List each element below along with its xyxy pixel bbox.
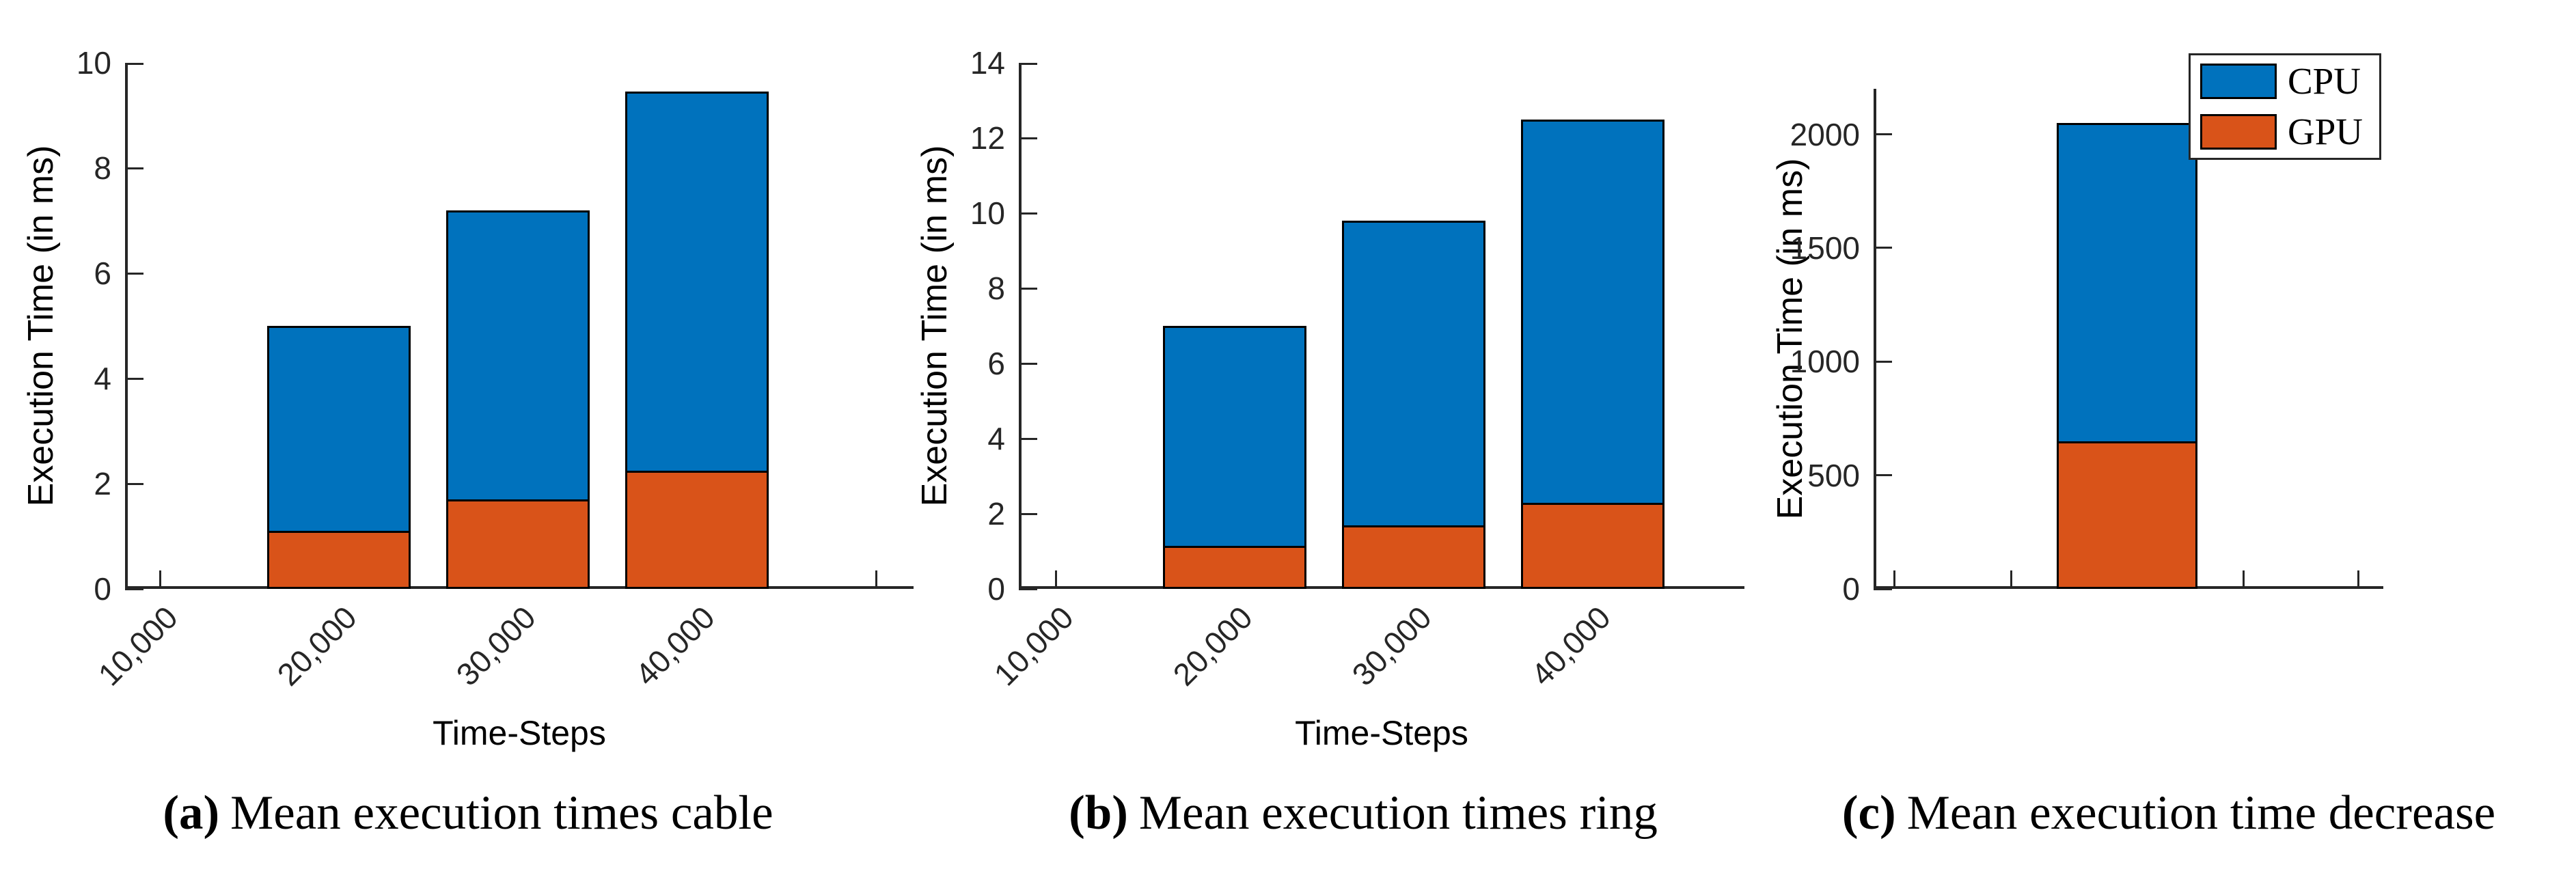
chart-c-y-axis-label: Execution Time (in ms) — [1770, 158, 1810, 520]
y-tick-mark — [1019, 212, 1037, 215]
legend-label-cpu: CPU — [2288, 60, 2361, 102]
x-tick-mark — [2242, 570, 2245, 589]
bar-segment-gpu — [1163, 545, 1306, 589]
y-tick-label: 2 — [987, 496, 1005, 532]
bar-segment-cpu — [2057, 122, 2197, 441]
caption-b-label: (b) — [1069, 786, 1128, 840]
caption-c: (c) Mean execution time decrease — [1842, 786, 2495, 841]
bar-segment-cpu — [267, 326, 411, 532]
bar-segment-gpu — [1342, 525, 1485, 589]
x-tick-label: 40,000 — [628, 599, 722, 693]
chart-c-plot-area: 0 500 1000 1500 2000 — [1790, 89, 2383, 607]
caption-c-label: (c) — [1841, 786, 1896, 840]
x-tick-mark — [1893, 570, 1895, 589]
chart-a-x-axis-label: Time-Steps — [433, 714, 606, 752]
y-tick-mark — [1019, 362, 1037, 365]
x-tick-label: 20,000 — [1166, 599, 1260, 693]
bar-segment-cpu — [446, 210, 590, 500]
caption-a-label: (a) — [163, 786, 220, 840]
y-tick-mark — [125, 377, 143, 380]
bar-segment-gpu — [2057, 441, 2197, 589]
y-tick-mark — [125, 167, 143, 169]
y-tick-mark — [125, 588, 143, 590]
y-tick-label: 4 — [987, 421, 1005, 456]
bar-segment-cpu — [1342, 221, 1485, 525]
chart-a-plot-area: 0 2 4 6 8 10 10,000 20,000 30,000 40,000 — [77, 45, 914, 693]
chart-a-y-axis-label: Execution Time (in ms) — [21, 145, 61, 507]
y-tick-label: 10 — [76, 45, 111, 81]
x-tick-mark — [2010, 570, 2012, 589]
bar-segment-cpu — [1163, 326, 1306, 546]
y-tick-mark — [1874, 360, 1892, 363]
y-axis-line — [125, 63, 128, 589]
legend-label-gpu: GPU — [2288, 111, 2363, 152]
chart-b-plot-area: 0 2 4 6 8 10 12 14 10,000 20,000 30,000 40,000 — [970, 45, 1744, 693]
chart-b-x-axis-label: Time-Steps — [1295, 714, 1468, 752]
bar-segment-gpu — [267, 531, 411, 589]
caption-a-text: Mean execution times cable — [230, 786, 773, 840]
chart-b-y-axis-label: Execution Time (in ms) — [915, 145, 955, 507]
bar-segment-gpu — [446, 499, 590, 589]
y-tick-label: 12 — [970, 120, 1005, 156]
y-tick-label: 14 — [970, 45, 1005, 81]
y-tick-mark — [1019, 287, 1037, 290]
x-tick-label: 20,000 — [270, 599, 364, 693]
y-tick-label: 0 — [1842, 571, 1860, 607]
y-tick-label: 6 — [987, 346, 1005, 381]
y-tick-label: 2000 — [1790, 116, 1860, 152]
x-tick-label: 10,000 — [987, 599, 1081, 693]
caption-b-text: Mean execution times ring — [1138, 786, 1658, 840]
y-tick-mark — [1874, 247, 1892, 249]
y-tick-mark — [1019, 588, 1037, 590]
bar-segment-gpu — [1521, 502, 1664, 589]
caption-b: (b) Mean execution times ring — [1069, 786, 1658, 841]
gpu-color-swatch — [2200, 114, 2277, 150]
y-tick-mark — [1019, 137, 1037, 139]
y-tick-label: 0 — [987, 571, 1005, 607]
y-tick-mark — [1874, 474, 1892, 477]
y-tick-label: 500 — [1807, 457, 1860, 493]
x-tick-mark — [2357, 570, 2359, 589]
y-tick-mark — [1019, 63, 1037, 65]
bar-segment-cpu — [1521, 119, 1664, 503]
y-tick-label: 0 — [94, 571, 111, 607]
x-tick-mark — [1054, 570, 1057, 589]
x-tick-label: 40,000 — [1524, 599, 1618, 693]
y-axis-line — [1019, 63, 1022, 589]
caption-c-text: Mean execution time decrease — [1906, 786, 2496, 840]
y-tick-label: 10 — [970, 195, 1005, 231]
y-tick-label: 8 — [987, 271, 1005, 306]
y-tick-label: 1000 — [1790, 344, 1860, 380]
cpu-color-swatch — [2200, 64, 2277, 99]
x-tick-mark — [875, 570, 877, 589]
y-tick-mark — [1019, 512, 1037, 515]
legend-item-gpu: GPU — [2200, 111, 2370, 152]
bar-segment-gpu — [625, 470, 769, 589]
y-tick-mark — [1874, 133, 1892, 136]
y-tick-label: 2 — [94, 466, 111, 501]
y-tick-label: 8 — [94, 150, 111, 186]
x-tick-mark — [159, 570, 161, 589]
x-tick-label: 30,000 — [1345, 599, 1439, 693]
y-tick-label: 4 — [94, 361, 111, 396]
y-tick-label: 6 — [94, 256, 111, 291]
legend-item-cpu: CPU — [2200, 60, 2370, 102]
legend: CPU GPU — [2189, 53, 2381, 160]
y-tick-mark — [125, 63, 143, 65]
bar-segment-cpu — [625, 92, 769, 471]
y-tick-mark — [1874, 588, 1892, 590]
x-tick-label: 30,000 — [449, 599, 543, 693]
y-tick-mark — [1019, 437, 1037, 440]
x-tick-label: 10,000 — [91, 599, 185, 693]
y-tick-mark — [125, 482, 143, 485]
y-axis-line — [1874, 89, 1876, 589]
y-tick-label: 1500 — [1790, 230, 1860, 266]
y-tick-mark — [125, 272, 143, 275]
caption-a: (a) Mean execution times cable — [163, 786, 773, 841]
